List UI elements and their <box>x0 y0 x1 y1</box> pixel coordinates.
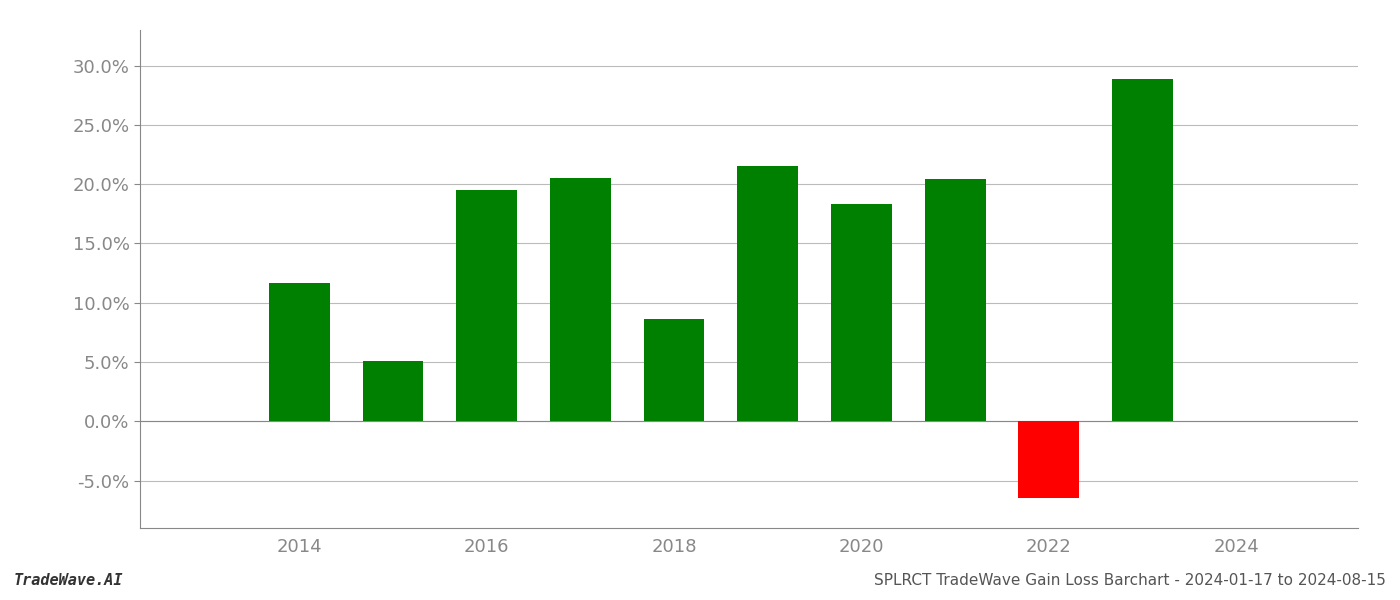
Bar <box>924 179 986 421</box>
Bar <box>1018 421 1079 499</box>
Bar <box>269 283 330 421</box>
Bar <box>738 166 798 421</box>
Bar <box>644 319 704 421</box>
Bar <box>363 361 423 421</box>
Bar <box>550 178 610 421</box>
Text: SPLRCT TradeWave Gain Loss Barchart - 2024-01-17 to 2024-08-15: SPLRCT TradeWave Gain Loss Barchart - 20… <box>874 573 1386 588</box>
Bar <box>832 204 892 421</box>
Bar <box>1112 79 1173 421</box>
Bar <box>456 190 517 421</box>
Text: TradeWave.AI: TradeWave.AI <box>14 573 123 588</box>
